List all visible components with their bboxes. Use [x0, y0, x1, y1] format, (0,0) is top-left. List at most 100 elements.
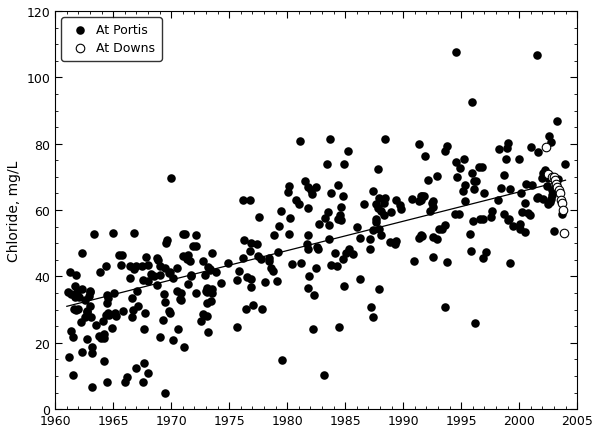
At Portis [108, 230, 118, 237]
At Portis [379, 212, 389, 219]
At Portis [200, 272, 210, 279]
At Portis [545, 199, 555, 206]
At Portis [245, 197, 255, 204]
At Portis [503, 141, 512, 148]
At Portis [276, 208, 286, 215]
At Portis [68, 372, 77, 379]
At Portis [547, 187, 557, 194]
At Portis [247, 276, 256, 283]
At Portis [284, 231, 294, 238]
At Portis [278, 356, 287, 363]
At Portis [525, 212, 535, 219]
At Downs [557, 201, 567, 207]
At Portis [326, 262, 336, 269]
At Portis [217, 280, 226, 287]
At Portis [515, 226, 525, 233]
At Portis [466, 248, 476, 255]
At Portis [152, 255, 162, 262]
At Portis [77, 349, 86, 356]
At Portis [540, 172, 550, 179]
At Portis [260, 279, 270, 286]
At Portis [432, 173, 442, 180]
At Portis [107, 325, 117, 332]
At Portis [70, 283, 80, 290]
At Portis [191, 233, 201, 240]
At Portis [89, 231, 99, 238]
At Portis [140, 310, 149, 317]
At Portis [547, 192, 557, 199]
At Portis [391, 197, 400, 204]
At Portis [437, 226, 447, 233]
At Portis [371, 216, 381, 223]
At Portis [371, 219, 380, 226]
At Portis [451, 49, 461, 56]
At Portis [134, 302, 143, 309]
At Portis [91, 322, 101, 329]
At Portis [118, 308, 128, 315]
At Portis [312, 244, 322, 251]
At Portis [319, 372, 329, 379]
At Portis [160, 389, 170, 396]
At Portis [155, 263, 164, 270]
At Portis [202, 300, 212, 307]
At Portis [332, 263, 342, 270]
At Portis [451, 159, 461, 166]
At Portis [239, 237, 249, 244]
At Portis [520, 229, 530, 236]
At Downs [554, 187, 563, 194]
At Downs [547, 174, 556, 181]
At Portis [308, 326, 318, 332]
At Portis [245, 247, 255, 254]
At Portis [343, 148, 353, 155]
At Portis [191, 290, 201, 297]
At Portis [203, 264, 213, 271]
At Portis [472, 178, 481, 185]
At Portis [186, 272, 196, 279]
At Portis [416, 197, 425, 204]
At Portis [322, 161, 331, 168]
At Portis [295, 201, 304, 208]
At Portis [116, 262, 126, 269]
At Portis [139, 378, 148, 385]
At Portis [254, 214, 264, 221]
At Portis [309, 292, 319, 299]
At Portis [440, 148, 449, 155]
At Portis [173, 265, 182, 272]
At Portis [553, 176, 563, 183]
At Portis [241, 306, 251, 312]
At Downs [553, 184, 562, 191]
At Portis [196, 318, 206, 325]
At Portis [395, 202, 405, 209]
At Portis [164, 308, 174, 315]
At Portis [427, 201, 436, 207]
At Portis [129, 266, 139, 273]
At Portis [188, 243, 197, 250]
At Downs [544, 171, 553, 178]
At Portis [287, 261, 297, 268]
At Portis [128, 306, 138, 313]
At Portis [191, 243, 201, 250]
At Portis [325, 221, 334, 228]
At Portis [526, 144, 535, 151]
At Portis [291, 197, 301, 204]
At Portis [359, 201, 369, 208]
At Portis [338, 256, 348, 263]
At Portis [285, 215, 295, 222]
At Portis [560, 161, 569, 168]
At Portis [125, 263, 134, 270]
At Portis [94, 333, 103, 340]
At Portis [455, 211, 464, 218]
At Portis [88, 349, 97, 356]
At Portis [527, 182, 536, 189]
At Portis [508, 223, 518, 230]
At Portis [434, 227, 443, 233]
At Portis [311, 184, 321, 191]
At Portis [173, 326, 183, 333]
At Portis [155, 333, 165, 340]
At Portis [487, 208, 497, 215]
At Portis [102, 299, 112, 306]
At Portis [333, 183, 343, 190]
At Portis [284, 183, 294, 190]
At Downs [550, 178, 560, 184]
At Downs [556, 197, 566, 204]
